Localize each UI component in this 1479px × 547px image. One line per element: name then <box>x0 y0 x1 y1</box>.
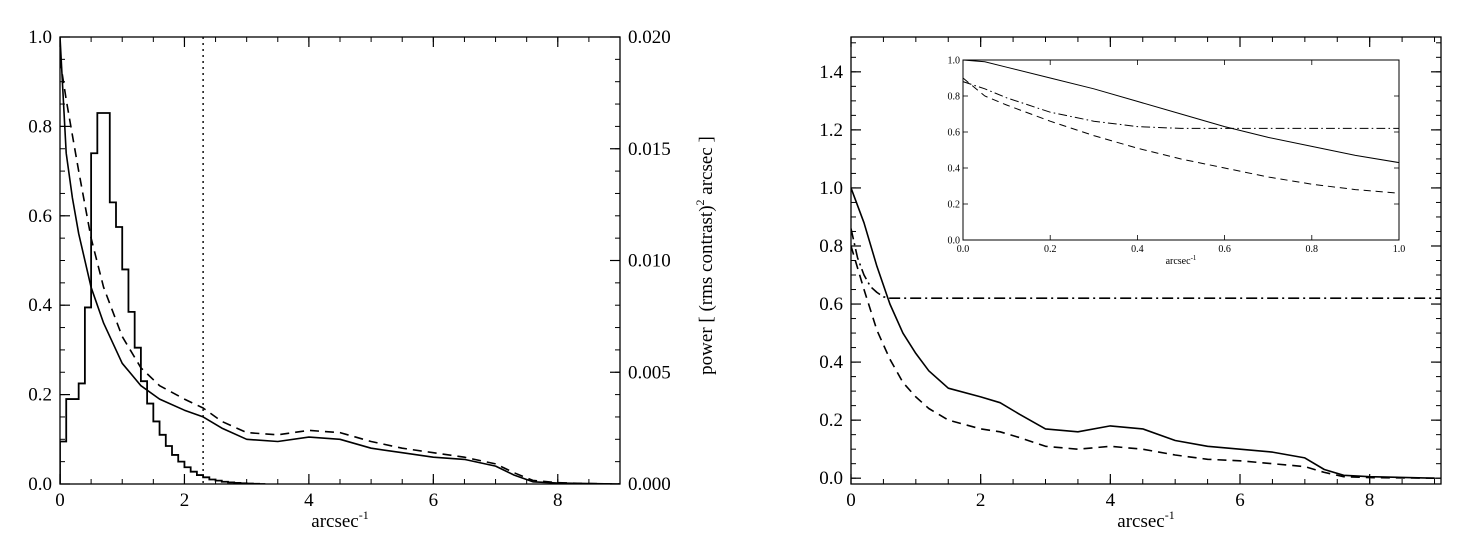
left-panel: 0 2 4 6 8 0.0 0.2 0.4 0.6 0.8 1.0 0.000 0.005 0.010 0.… <box>28 27 717 532</box>
inset-x-axis-title-sup: -1 <box>1191 254 1197 262</box>
inset-x-tick-label: 1.0 <box>1393 244 1406 255</box>
y2-tick-label: 0.020 <box>628 27 671 48</box>
x-axis-title-main: arcsec <box>311 511 358 532</box>
y-tick-label: 0.2 <box>819 410 843 431</box>
histogram-series <box>60 112 266 484</box>
y2-axis-title-sup: 2 <box>693 199 707 205</box>
y-tick-label: 1.4 <box>819 62 843 83</box>
y-tick-label: 0.8 <box>28 116 52 137</box>
x-tick-label: 6 <box>1235 490 1245 511</box>
inset-y-tick-label: 0.0 <box>948 236 961 247</box>
dashdot-series <box>851 228 1441 300</box>
inset-x-tick-label: 0.0 <box>957 244 970 255</box>
y-tick-label: 0.4 <box>28 295 52 316</box>
inset-y-tick-label: 0.8 <box>948 92 961 103</box>
inset-dashed-series <box>962 77 1400 194</box>
x-tick-label: 8 <box>553 490 563 511</box>
y-tick-label: 1.0 <box>819 178 843 199</box>
x-tick-label: 4 <box>1106 490 1116 511</box>
y-tick-label: 0.6 <box>28 206 52 227</box>
plot-frame <box>59 36 621 485</box>
inset-y-tick-label: 0.4 <box>948 164 961 175</box>
right-panel: 0 2 4 6 80.00.20.40.60.81.01.21.4arcsec-10.0… <box>819 36 1442 532</box>
y-tick-label: 0.8 <box>819 236 843 257</box>
y-tick-label: 1.2 <box>819 120 843 141</box>
x-tick-label: 2 <box>976 490 986 511</box>
y2-tick-label: 0.005 <box>628 362 671 383</box>
x-axis-title: arcsec-1 <box>311 508 368 532</box>
x-tick-label: 8 <box>1365 490 1375 511</box>
y2-axis-title-end: arcsec ] <box>696 136 717 199</box>
y-tick-label: 0.2 <box>28 385 52 406</box>
y2-axis-title: power [ (rms contrast)2 arcsec ] <box>693 136 717 375</box>
inset-y-tick-label: 0.6 <box>948 128 961 139</box>
inset-x-tick-label: 0.2 <box>1044 244 1057 255</box>
x-tick-label: 4 <box>304 490 314 511</box>
inset-frame <box>962 59 1400 241</box>
inset-solid-series <box>962 59 1400 164</box>
inset-y-tick-label: 0.2 <box>948 200 961 211</box>
inset-y-tick-label: 1.0 <box>948 56 961 67</box>
x-axis-title-main: arcsec <box>1117 511 1164 532</box>
inset-x-tick-label: 0.6 <box>1218 244 1231 255</box>
x-tick-label: 0 <box>55 490 65 511</box>
solid-series <box>60 37 620 484</box>
y-tick-label: 1.0 <box>28 27 52 48</box>
x-tick-label: 0 <box>846 490 856 511</box>
y2-tick-label: 0.000 <box>628 474 671 495</box>
y2-axis-title-main: power [ (rms contrast) <box>696 205 717 374</box>
y-tick-label: 0.0 <box>28 474 52 495</box>
inset-x-tick-label: 0.4 <box>1131 244 1144 255</box>
solid-series <box>851 187 1435 479</box>
y-tick-label: 0.6 <box>819 294 843 315</box>
y-tick-label: 0.0 <box>819 468 843 489</box>
y2-tick-label: 0.015 <box>628 139 671 160</box>
inset-x-tick-label: 0.8 <box>1306 244 1319 255</box>
dashed-series <box>60 59 620 484</box>
inset-x-axis-title: arcsec-1 <box>1166 254 1197 267</box>
x-axis-title-sup: -1 <box>1165 508 1175 522</box>
y-tick-label: 0.4 <box>819 352 843 373</box>
dashed-series <box>851 245 1435 479</box>
inset-x-axis-title-main: arcsec <box>1166 256 1192 267</box>
x-tick-label: 6 <box>429 490 439 511</box>
x-tick-label: 2 <box>180 490 190 511</box>
inset-plot: 0.0 0.2 0.4 0.6 0.8 1.0 0.0 0.2 0.4 0.6 0.8 1.0 arcs… <box>948 56 1406 268</box>
inset-dashdot-series <box>962 81 1399 129</box>
x-axis-title-sup: -1 <box>359 508 369 522</box>
y2-tick-label: 0.010 <box>628 251 671 272</box>
x-axis-title: arcsec-1 <box>1117 508 1174 532</box>
